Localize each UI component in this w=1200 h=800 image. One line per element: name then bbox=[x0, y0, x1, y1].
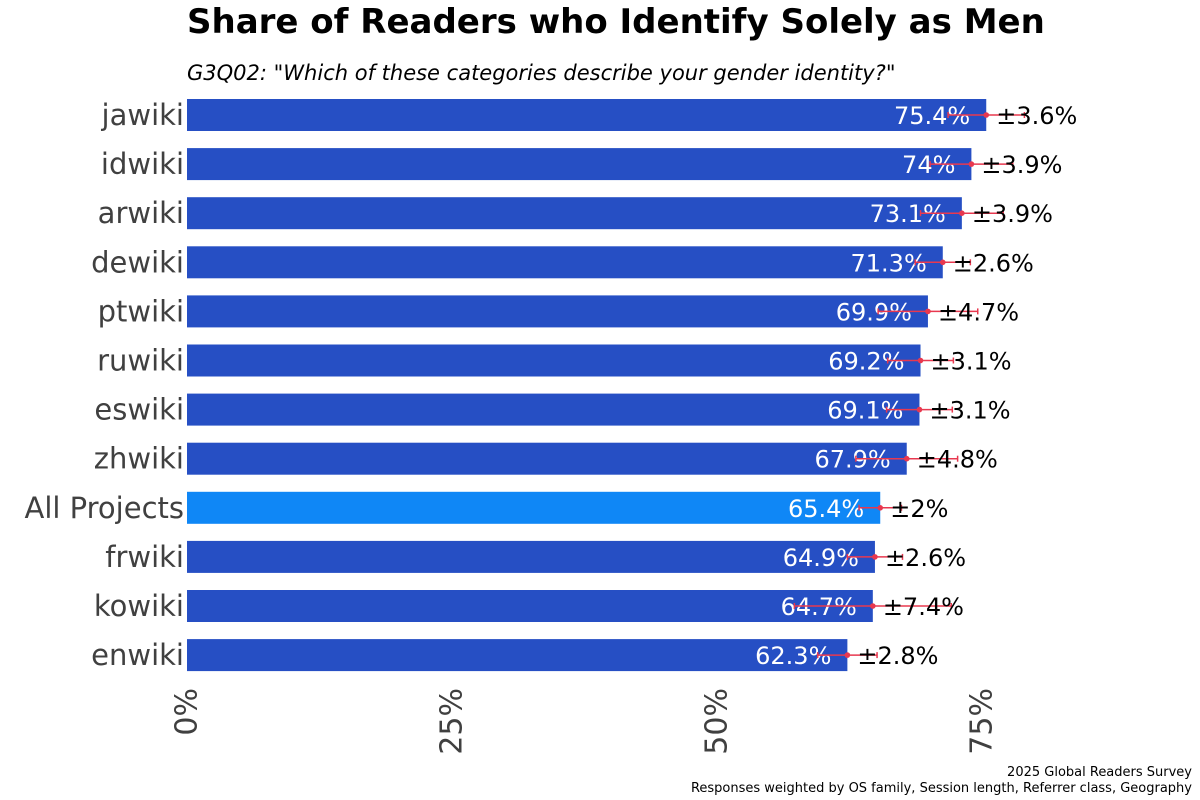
bar-frwiki bbox=[187, 540, 875, 573]
bar-value-label: 74% bbox=[902, 151, 955, 179]
error-label: ±7.4% bbox=[883, 593, 964, 621]
x-tick-label: 0% bbox=[170, 688, 205, 736]
caption-source: 2025 Global Readers Survey bbox=[1007, 765, 1192, 780]
category-label: dewiki bbox=[91, 245, 184, 279]
bar-kowiki bbox=[187, 590, 873, 622]
error-label: ±3.6% bbox=[996, 102, 1077, 130]
x-tick-label: 75% bbox=[965, 688, 1000, 755]
chart-subtitle: G3Q02: "Which of these categories descri… bbox=[187, 61, 896, 85]
category-label: idwiki bbox=[101, 147, 184, 181]
bar-all-projects bbox=[187, 491, 881, 524]
bar-dewiki bbox=[187, 246, 943, 279]
category-label: zhwiki bbox=[94, 442, 184, 476]
bar-value-label: 73.1% bbox=[870, 200, 946, 228]
bar-value-label: 62.3% bbox=[755, 642, 831, 670]
x-tick-label: 50% bbox=[700, 688, 735, 755]
error-label: ±2.6% bbox=[953, 249, 1034, 277]
point-estimate-marker bbox=[959, 210, 965, 216]
category-label: enwiki bbox=[91, 638, 184, 672]
bar-eswiki bbox=[187, 393, 920, 426]
bar-idwiki bbox=[187, 148, 972, 181]
point-estimate-marker bbox=[939, 259, 946, 266]
bar-value-label: 64.7% bbox=[781, 593, 857, 621]
bar-value-label: 75.4% bbox=[894, 102, 970, 130]
error-label: ±2.8% bbox=[857, 642, 938, 670]
point-estimate-marker bbox=[916, 406, 923, 413]
bar-value-label: 69.1% bbox=[827, 397, 903, 425]
error-label: ±3.1% bbox=[929, 397, 1010, 425]
category-label: ruwiki bbox=[97, 344, 184, 378]
x-tick-label: 25% bbox=[435, 688, 470, 755]
error-label: ±3.9% bbox=[981, 151, 1062, 179]
bar-value-label: 69.2% bbox=[828, 348, 904, 376]
chart-title: Share of Readers who Identify Solely as … bbox=[187, 2, 1045, 42]
point-estimate-marker bbox=[983, 112, 990, 118]
bar-value-label: 69.9% bbox=[836, 298, 912, 326]
point-estimate-marker bbox=[844, 652, 851, 658]
error-label: ±3.9% bbox=[972, 200, 1053, 228]
error-label: ±4.7% bbox=[938, 298, 1019, 326]
error-label: ±3.1% bbox=[931, 348, 1012, 376]
caption-weighting: Responses weighted by OS family, Session… bbox=[690, 781, 1192, 796]
bar-ruwiki bbox=[187, 344, 921, 377]
category-label: kowiki bbox=[94, 589, 184, 623]
category-label: frwiki bbox=[105, 540, 184, 574]
bar-arwiki bbox=[187, 197, 962, 230]
point-estimate-marker bbox=[903, 455, 910, 462]
category-label: jawiki bbox=[101, 98, 184, 132]
point-estimate-marker bbox=[917, 357, 924, 364]
error-label: ±2.6% bbox=[885, 544, 966, 572]
category-label: All Projects bbox=[25, 491, 185, 525]
bar-zhwiki bbox=[187, 442, 907, 475]
bar-value-label: 67.9% bbox=[814, 446, 890, 474]
error-label: ±4.8% bbox=[917, 446, 998, 474]
category-label: arwiki bbox=[98, 196, 184, 230]
point-estimate-marker bbox=[968, 161, 975, 167]
point-estimate-marker bbox=[877, 505, 884, 511]
point-estimate-marker bbox=[925, 308, 931, 315]
error-label: ±2% bbox=[890, 495, 948, 523]
bar-value-label: 71.3% bbox=[851, 249, 927, 277]
bar-enwiki bbox=[187, 639, 848, 672]
bar-value-label: 64.9% bbox=[783, 544, 859, 572]
category-label: ptwiki bbox=[98, 294, 184, 328]
bar-value-label: 65.4% bbox=[788, 495, 864, 523]
point-estimate-marker bbox=[872, 554, 878, 560]
bar-ptwiki bbox=[187, 295, 928, 328]
category-label: eswiki bbox=[94, 393, 184, 427]
bar-jawiki bbox=[187, 99, 987, 131]
point-estimate-marker bbox=[870, 603, 876, 609]
